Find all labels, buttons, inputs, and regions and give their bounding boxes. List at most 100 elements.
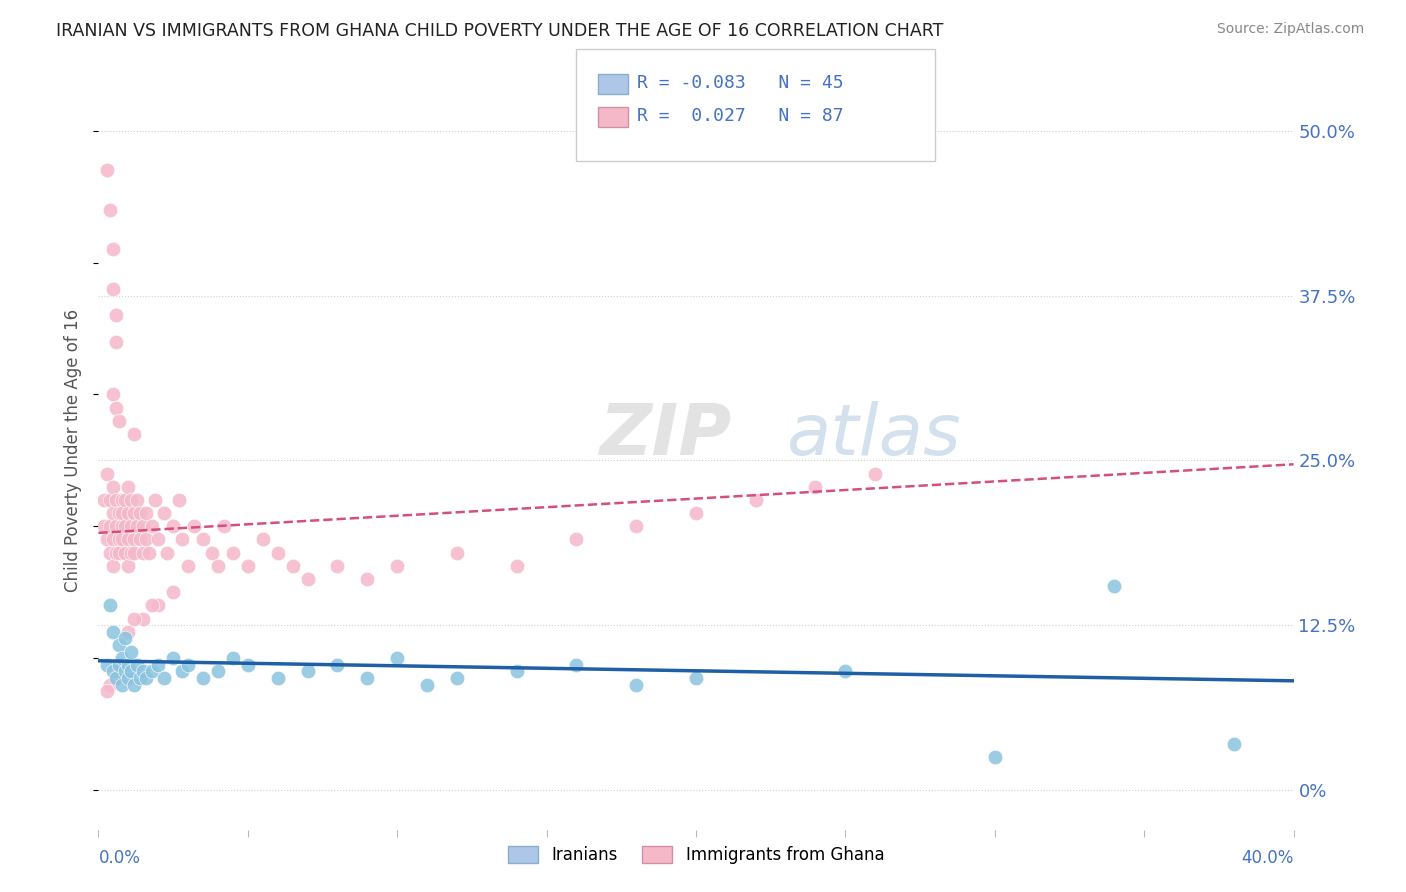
Point [124,506,146,520]
Point [114,492,136,507]
Point [111,519,134,533]
Point [105,519,128,533]
Point [1104,579,1126,593]
Point [162,519,184,533]
Point [103,506,125,520]
Point [834,665,856,679]
Point [267,671,290,685]
Point [124,677,146,691]
Point [103,624,125,639]
Point [117,558,139,573]
Point [297,572,319,586]
Point [172,533,194,547]
Point [236,558,259,573]
Point [124,533,146,547]
Point [93,492,115,507]
Point [135,533,157,547]
Point [129,506,152,520]
Text: atlas: atlas [786,401,960,470]
Point [117,506,139,520]
Point [1223,737,1246,751]
Point [120,546,142,560]
Text: IRANIAN VS IMMIGRANTS FROM GHANA CHILD POVERTY UNDER THE AGE OF 16 CORRELATION C: IRANIAN VS IMMIGRANTS FROM GHANA CHILD P… [56,22,943,40]
Point [103,558,125,573]
Point [685,506,707,520]
Point [103,480,125,494]
Point [114,519,136,533]
Point [96,533,118,547]
Point [114,546,136,560]
Point [105,401,128,415]
Point [120,492,142,507]
Point [127,657,149,672]
Point [356,572,378,586]
Point [207,558,229,573]
Point [626,677,648,691]
Point [153,671,176,685]
Point [167,492,190,507]
Point [132,665,155,679]
Point [117,657,139,672]
Point [177,657,200,672]
Point [103,387,125,401]
Point [103,243,125,257]
Point [105,671,128,685]
Point [98,546,122,560]
Point [98,202,122,217]
Point [108,506,131,520]
Point [135,506,157,520]
Point [93,519,115,533]
Point [446,546,468,560]
Point [108,638,131,652]
Point [132,546,155,560]
Point [267,546,290,560]
Point [120,665,142,679]
Point [111,533,134,547]
Point [117,533,139,547]
Point [96,467,118,481]
Point [105,308,128,322]
Legend: Iranians, Immigrants from Ghana: Iranians, Immigrants from Ghana [501,839,891,871]
Point [132,519,155,533]
Point [114,665,136,679]
Point [222,651,245,665]
Text: R =  0.027   N = 87: R = 0.027 N = 87 [637,107,844,125]
Point [172,665,194,679]
Point [138,546,160,560]
Point [105,671,128,685]
Point [117,480,139,494]
Point [191,533,214,547]
Point [865,467,887,481]
Point [207,665,229,679]
Point [565,533,588,547]
Point [326,558,349,573]
Point [120,519,142,533]
Point [111,492,134,507]
Point [191,671,214,685]
Point [745,492,768,507]
Point [108,533,131,547]
Point [105,334,128,349]
Point [162,585,184,599]
Point [98,677,122,691]
Point [105,546,128,560]
Point [236,657,259,672]
Point [252,533,274,547]
Point [446,671,468,685]
Text: 0.0%: 0.0% [98,849,141,867]
Point [201,546,224,560]
Point [297,665,319,679]
Point [103,282,125,296]
Point [98,492,122,507]
Y-axis label: Child Poverty Under the Age of 16: Child Poverty Under the Age of 16 [65,309,83,592]
Point [108,414,131,428]
Point [108,665,131,679]
Point [506,665,529,679]
Point [124,427,146,442]
Point [685,671,707,685]
Point [385,558,409,573]
Point [141,599,163,613]
Point [124,546,146,560]
Point [177,558,200,573]
Text: Source: ZipAtlas.com: Source: ZipAtlas.com [1216,22,1364,37]
